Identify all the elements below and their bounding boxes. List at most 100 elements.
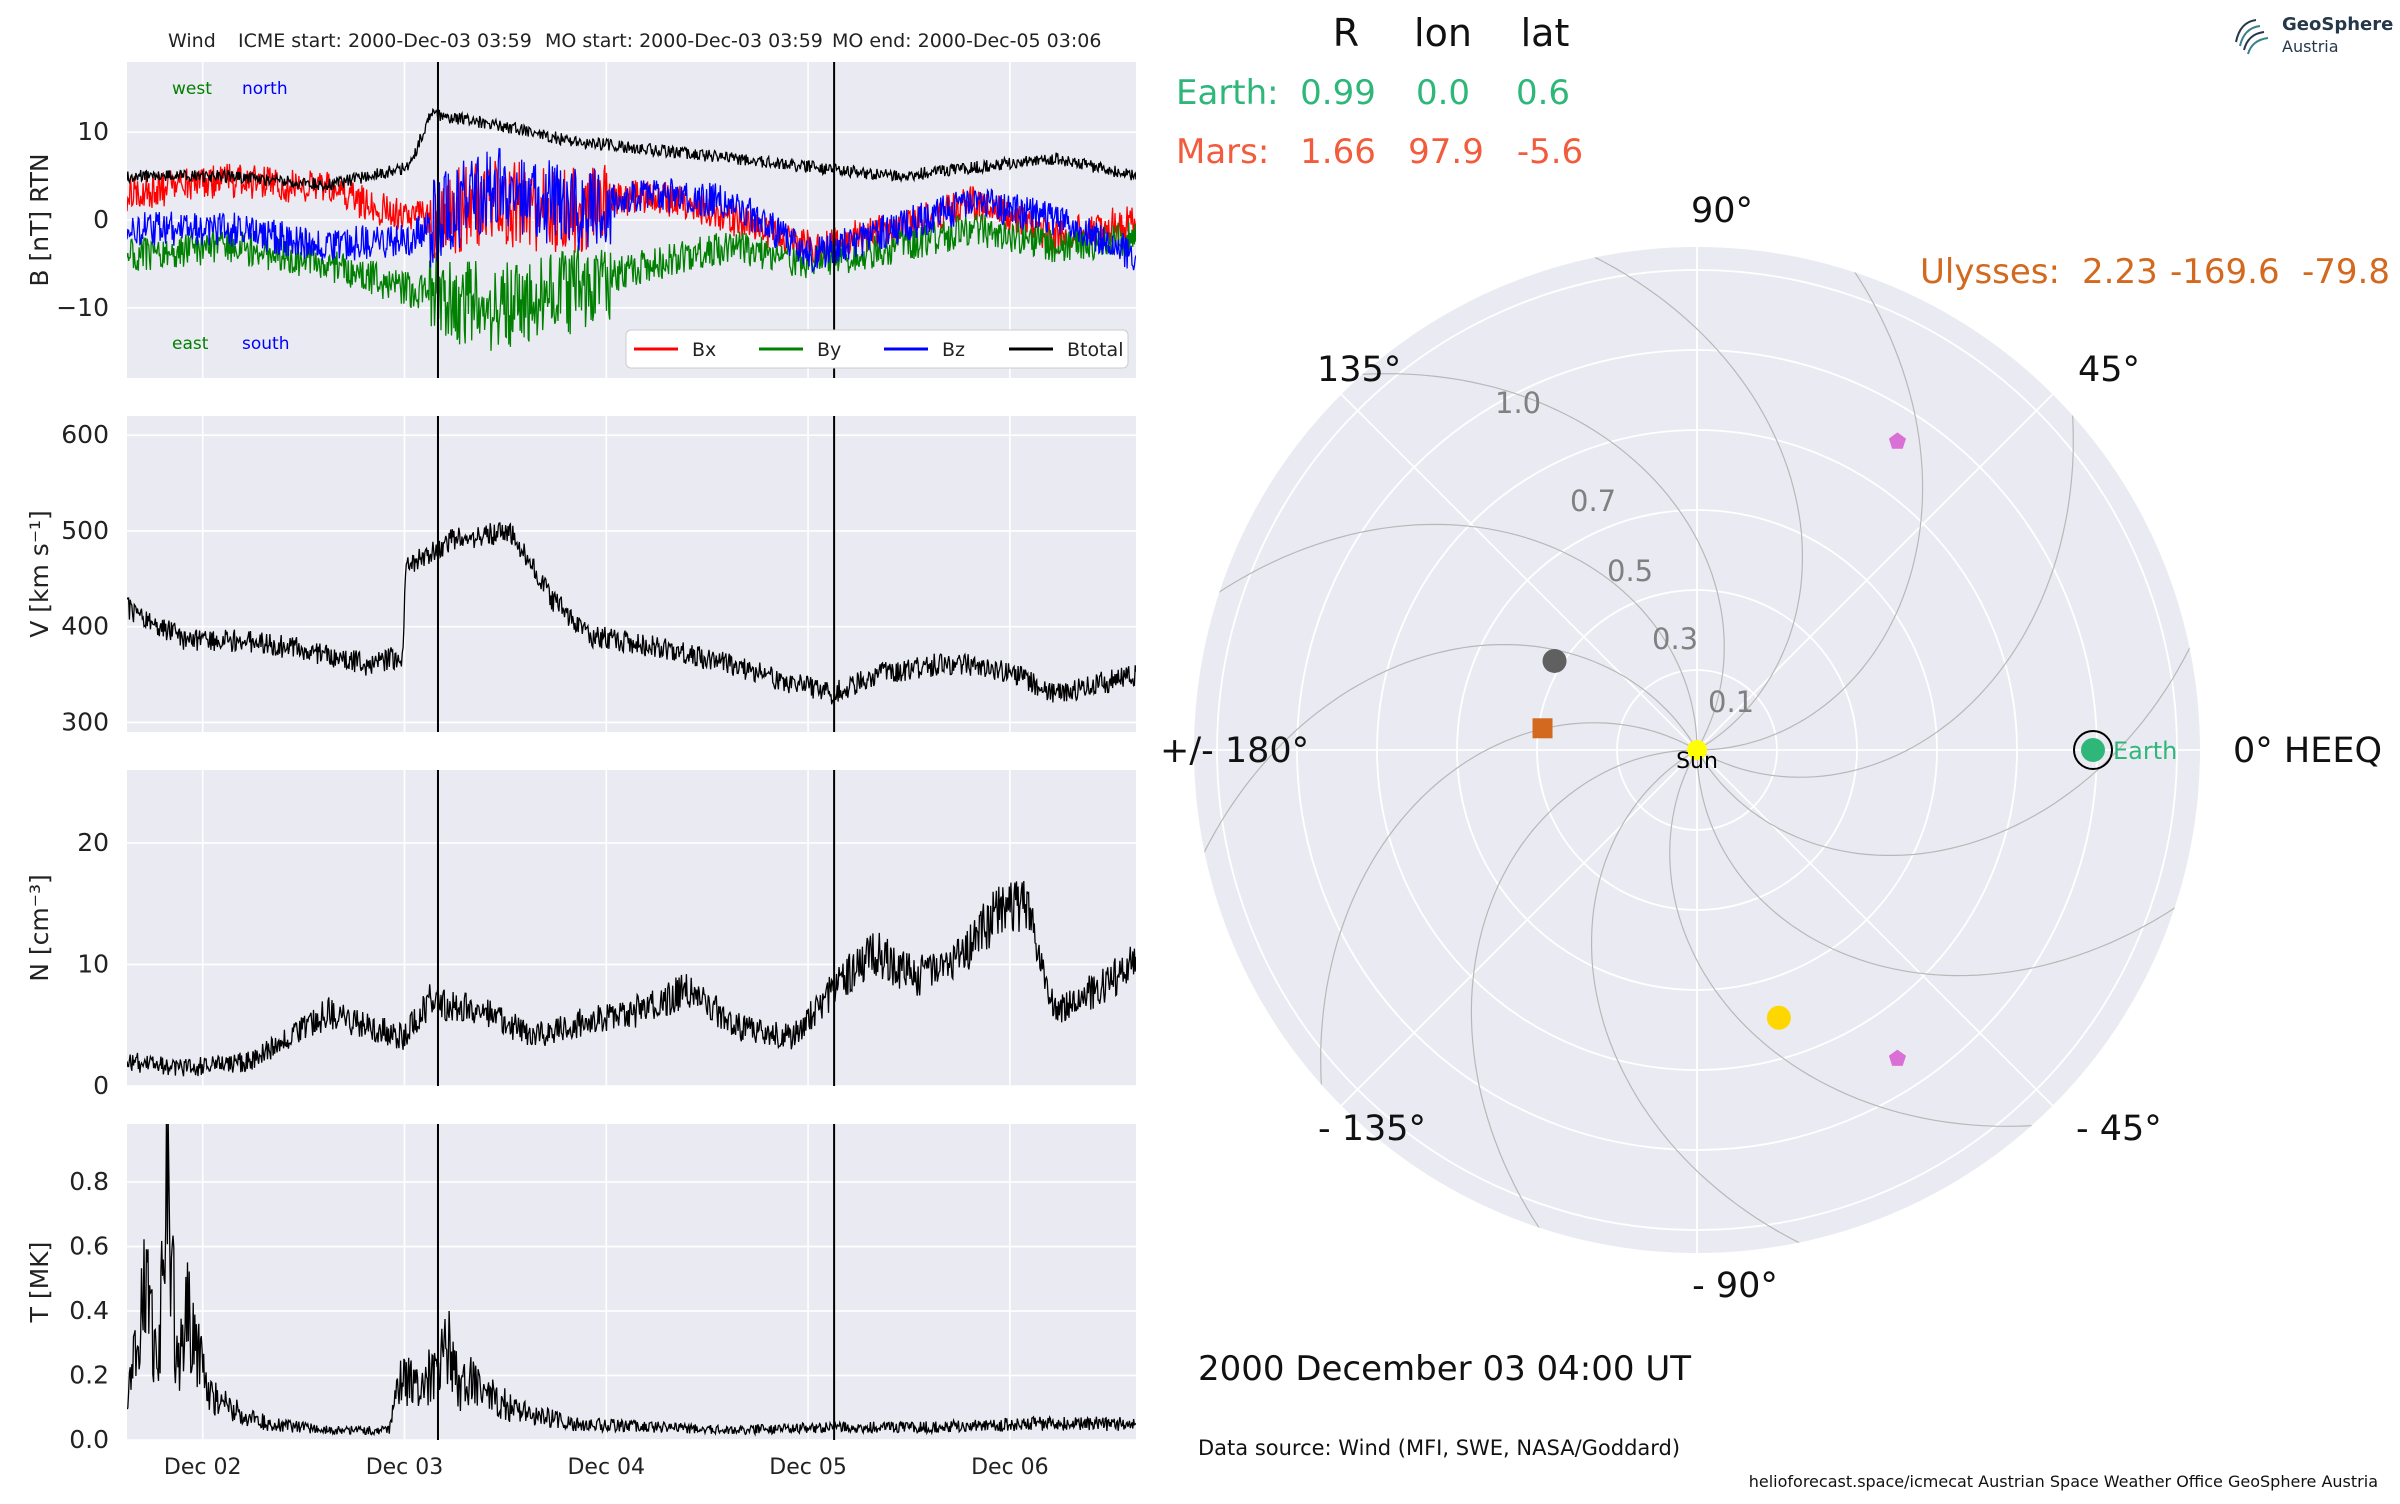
y-tick-label: 0.6 [69,1232,109,1261]
angle-label: +/- 180° [1160,731,1309,771]
logo-title: GeoSphere [2282,14,2394,35]
panel-magnetic-field: 10 0 −10B [nT] RTN west north east south Bx By Bz… [25,62,1136,378]
angle-label: - 135° [1318,1109,1426,1149]
table-earth-r: 0.99 [1300,73,1376,113]
plot-area [127,770,1136,1086]
table-header-r: R [1333,11,1359,55]
header-mo-start: MO start: 2000-Dec-03 03:59 [545,30,823,52]
x-tick-label: Dec 04 [567,1455,645,1480]
header-icme-start: ICME start: 2000-Dec-03 03:59 [238,30,532,52]
parker-spiral [1207,523,1698,743]
body-marker-pentagon [1888,1049,1906,1066]
earth-label: Earth [2113,737,2177,765]
x-tick-label: Dec 02 [164,1455,242,1480]
header-spacecraft: Wind [168,30,216,52]
label-north: north [242,79,288,99]
body-marker-pentagon [1888,432,1906,449]
geosphere-logo: GeoSphere Austria [2230,12,2394,62]
y-tick-label: 600 [61,420,109,449]
panel-density: 20 10 0 N [cm⁻³] [25,770,1136,1100]
parker-spiral [1669,756,2046,1127]
legend-label-bx: Bx [692,339,716,361]
parker-spiral [1348,373,1725,744]
y-tick-label: 0.8 [69,1167,109,1196]
y-tick-label: 10 [77,117,109,146]
credits-label: helioforecast.space/icmecat Austrian Spa… [1749,1472,2378,1491]
polar-plot: 0.1 0.3 0.5 0.7 1.0 0° HEEQ 45° 90° 135° +/- 180°… [1160,191,2382,1306]
y-tick-label: 400 [61,612,109,641]
radial-tick-label: 1.0 [1495,386,1541,420]
legend-label-btotal: Btotal [1067,339,1123,361]
parker-spiral [1703,401,2074,778]
radial-tick-label: 0.5 [1607,554,1653,588]
panel-speed: 600 500 400 300 V [km s⁻¹] [25,416,1136,736]
y-tick-label: 500 [61,516,109,545]
table-ulysses-lat: -79.8 [2302,252,2390,292]
angle-label: 45° [2078,350,2140,390]
series-by-line [127,213,1136,351]
legend-label-bz: Bz [942,339,965,361]
data-source-label: Data source: Wind (MFI, SWE, NASA/Goddar… [1198,1436,1680,1460]
series-t-line [127,1124,1136,1437]
y-tick-label: 0 [93,1071,109,1100]
y-tick-label: 20 [77,828,109,857]
angle-label: 135° [1317,350,1401,390]
table-ulysses-lon: -169.6 [2170,252,2280,292]
series-v-line [127,522,1136,705]
timestamp-label: 2000 December 03 04:00 UT [1198,1349,1691,1389]
x-tick-label: Dec 05 [769,1455,847,1480]
table-ulysses-name: Ulysses: [1920,252,2060,292]
table-earth-lon: 0.0 [1416,73,1470,113]
y-tick-label: 0.0 [69,1425,109,1454]
header-mo-end: MO end: 2000-Dec-05 03:06 [832,30,1101,52]
legend-box [625,329,1129,369]
y-axis-label: T [MK] [25,1242,54,1324]
label-west: west [172,79,212,99]
legend-label-by: By [817,339,841,361]
parker-spiral [1704,260,1924,751]
y-axis-label: B [nT] RTN [25,153,54,286]
radial-tick-label: 0.1 [1708,685,1754,719]
legend: Bx By Bz Btotal [625,329,1129,369]
y-tick-label: −10 [56,293,109,322]
angular-gridline [1339,392,1698,751]
parker-spiral [1197,644,1694,866]
label-east: east [172,334,209,354]
x-tick-label: Dec 03 [366,1455,444,1480]
angle-label: - 90° [1692,1266,1778,1306]
angular-gridline [1696,749,2055,1108]
table-header-lon: lon [1414,11,1472,55]
angle-label: 90° [1691,191,1753,231]
y-tick-label: 0 [93,205,109,234]
y-axis-label: N [cm⁻³] [25,874,54,981]
y-tick-label: 0.4 [69,1296,109,1325]
parker-spiral [1591,753,1813,1250]
parker-spiral [1696,757,2187,977]
series-bz-line [127,147,1136,274]
y-axis-label: V [km s⁻¹] [25,510,54,638]
table-mars-lon: 97.9 [1408,132,1484,172]
panel-temperature: 0.8 0.6 0.4 0.2 0.0 T [MK] Dec 02 Dec 03 Dec 04 D… [25,1124,1136,1480]
body-marker-sun [1687,740,1707,760]
parker-spiral [1470,749,1690,1240]
x-tick-label: Dec 06 [971,1455,1049,1480]
angular-gridline [1339,749,1698,1108]
parker-spiral [1320,722,1691,1099]
y-tick-label: 300 [61,707,109,736]
table-ulysses-r: 2.23 [2082,252,2158,292]
table-mars-lat: -5.6 [1517,132,1583,172]
radial-tick-label: 0.7 [1570,484,1616,518]
table-earth-name: Earth: [1176,73,1279,113]
plot-area [127,1124,1136,1440]
table-mars-name: Mars: [1176,132,1269,172]
sun-label: Sun [1676,749,1718,774]
angle-label: 0° HEEQ [2233,731,2382,771]
angular-gridline [1696,392,2055,751]
table-earth-lat: 0.6 [1516,73,1570,113]
body-marker-spacecraft [1542,648,1567,673]
plot-area [127,416,1136,732]
label-south: south [242,334,289,354]
series-btotal-line [127,107,1136,193]
